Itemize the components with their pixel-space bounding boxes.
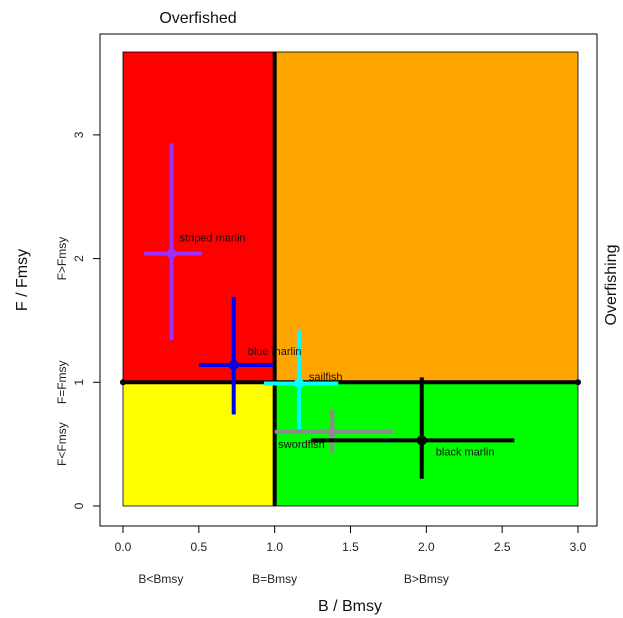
x-tick-label: 2.0 <box>418 540 435 554</box>
striped-marlin-point <box>166 248 177 259</box>
right-label: Overfishing <box>603 245 620 326</box>
quadrant-0 <box>122 51 276 383</box>
x-tick-label: 2.5 <box>494 540 511 554</box>
x-category-label: B>Bmsy <box>404 572 449 586</box>
quadrant-2 <box>122 381 276 507</box>
ref-line-end-1 <box>575 379 581 386</box>
black-marlin-point <box>416 435 427 446</box>
x-category-label: B=Bmsy <box>252 572 297 586</box>
striped-marlin-label: striped marlin <box>180 233 246 245</box>
y-tick-label: 0 <box>72 502 86 509</box>
x-category-label: B<Bmsy <box>138 572 183 586</box>
top-label: Overfished <box>159 10 236 27</box>
blue-marlin-label: blue marlin <box>248 346 302 358</box>
sailfish-point <box>293 378 304 389</box>
swordfish-point <box>327 426 338 437</box>
y-tick-label: 3 <box>72 131 86 138</box>
quadrant-1 <box>274 51 579 383</box>
x-axis-title: B / Bmsy <box>318 598 382 615</box>
x-tick-label: 0.5 <box>190 540 207 554</box>
y-category-label: F<Fmsy <box>55 422 69 466</box>
ref-line-end-0 <box>120 379 126 386</box>
swordfish-label: swordfish <box>278 439 324 451</box>
y-axis-title: F / Fmsy <box>14 249 31 311</box>
y-tick-label: 1 <box>72 379 86 386</box>
y-category-label: F=Fmsy <box>55 360 69 404</box>
x-tick-label: 3.0 <box>570 540 587 554</box>
sailfish-label: sailfish <box>309 372 343 384</box>
x-tick-label: 0.0 <box>115 540 132 554</box>
black-marlin-label: black marlin <box>436 446 495 458</box>
x-tick-label: 1.0 <box>266 540 283 554</box>
y-category-label: F>Fmsy <box>55 237 69 281</box>
x-tick-label: 1.5 <box>342 540 359 554</box>
quadrant-3 <box>274 381 579 507</box>
blue-marlin-point <box>228 359 239 370</box>
y-tick-label: 2 <box>72 255 86 262</box>
